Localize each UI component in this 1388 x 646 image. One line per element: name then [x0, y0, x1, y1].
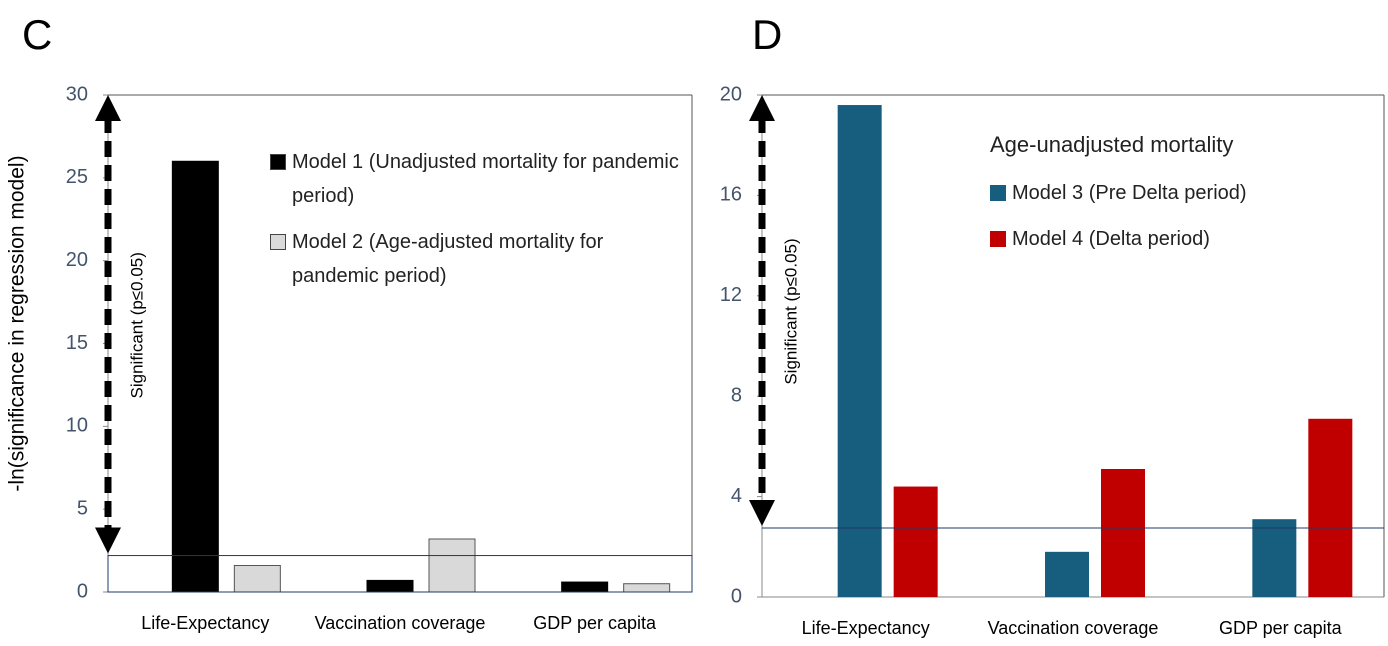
legend-label: Model 1 (Unadjusted mortality for pandem…: [292, 151, 679, 207]
bar: [1252, 519, 1297, 597]
legend-swatch: [990, 231, 1006, 247]
threshold-box: [107, 555, 693, 593]
x-tick-label: GDP per capita: [533, 613, 657, 633]
legend-swatch: [270, 154, 286, 170]
x-tick-label: Life-Expectancy: [802, 618, 930, 638]
legend-swatch: [990, 185, 1006, 201]
bar: [893, 486, 938, 597]
panel-label: D: [752, 11, 782, 58]
y-tick-label: 10: [66, 415, 88, 437]
y-tick-label: 16: [720, 184, 742, 206]
y-tick-label: 20: [720, 83, 742, 105]
bar: [623, 583, 671, 593]
y-tick-label: 8: [731, 384, 742, 406]
bar: [561, 581, 609, 593]
bar: [171, 160, 219, 593]
legend-item: Model 2 (Age-adjusted mortality for pand…: [270, 225, 680, 293]
y-tick-label: 30: [66, 83, 88, 105]
annotation: Significant (p≤0.05): [127, 252, 146, 398]
y-tick-label: 15: [66, 332, 88, 354]
arrow-head: [95, 527, 121, 554]
bar: [1101, 468, 1145, 597]
arrow-head: [749, 95, 775, 121]
bar: [233, 564, 281, 593]
bar: [1045, 551, 1089, 597]
legend-item: Model 4 (Delta period): [990, 222, 1370, 256]
legend-item: Model 1 (Unadjusted mortality for pandem…: [270, 145, 680, 213]
legend-item: Model 3 (Pre Delta period): [990, 176, 1370, 210]
y-tick-label: 20: [66, 249, 88, 271]
panel-label: C: [22, 11, 52, 58]
arrow-head: [749, 499, 775, 526]
x-tick-label: Vaccination coverage: [315, 613, 486, 633]
y-tick-label: 25: [66, 166, 88, 188]
arrow-head: [95, 95, 121, 121]
x-tick-label: Vaccination coverage: [988, 618, 1159, 638]
y-tick-label: 4: [731, 485, 742, 507]
y-tick-label: 5: [77, 497, 88, 519]
legend-label: Model 4 (Delta period): [1012, 228, 1210, 250]
bar: [1308, 418, 1353, 597]
y-tick-label: 0: [77, 580, 88, 602]
y-axis-label: -ln(significance in regression model): [6, 155, 29, 491]
legend-label: Model 2 (Age-adjusted mortality for pand…: [292, 231, 604, 287]
y-tick-label: 0: [731, 585, 742, 607]
bar: [837, 105, 882, 597]
bar: [428, 538, 476, 593]
x-tick-label: GDP per capita: [1219, 618, 1343, 638]
x-tick-label: Life-Expectancy: [141, 613, 269, 633]
legend-swatch: [270, 234, 286, 250]
legend-label: Model 3 (Pre Delta period): [1012, 182, 1247, 204]
y-tick-label: 12: [720, 284, 742, 306]
legend: Model 1 (Unadjusted mortality for pandem…: [270, 145, 680, 305]
legend: Age-unadjusted mortality Model 3 (Pre Del…: [990, 128, 1370, 268]
bar: [366, 579, 414, 593]
annotation: Significant (p≤0.05): [781, 238, 800, 384]
legend-title: Age-unadjusted mortality: [990, 132, 1234, 157]
